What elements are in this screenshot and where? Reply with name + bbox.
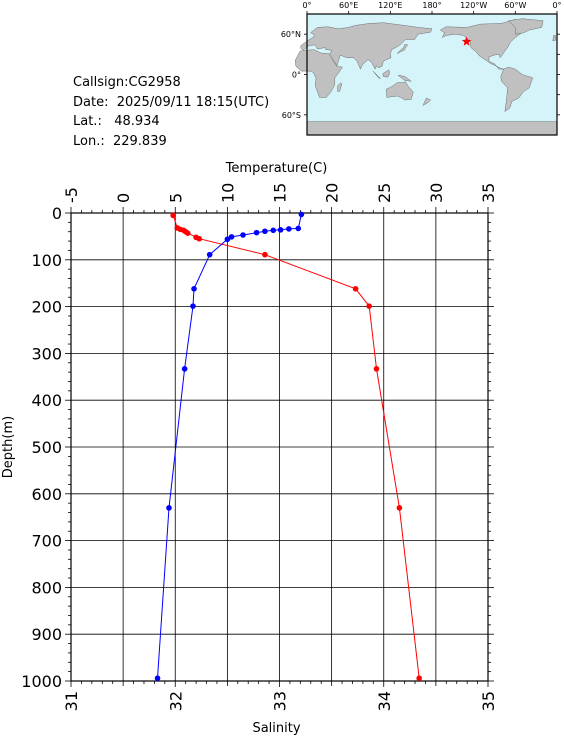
temperature-point [196, 235, 203, 242]
salinity-point [286, 226, 292, 232]
depth-tick-label: 500 [31, 438, 62, 457]
map-landmass [385, 81, 414, 101]
map-left-label: 60°N [281, 30, 301, 39]
salinity-point [262, 228, 268, 235]
map-landmass [300, 22, 433, 70]
salinity-point [253, 229, 260, 236]
salinity-point [240, 232, 246, 238]
salinity-point [224, 236, 231, 243]
salinity-point [191, 286, 197, 292]
map-top-label: 180° [422, 1, 441, 10]
map-top-label: 60°W [504, 1, 526, 10]
temperature-tick-label: 15 [271, 183, 290, 203]
temperature-point [352, 286, 359, 292]
depth-tick-label: 800 [31, 578, 62, 597]
temperature-point [170, 212, 176, 219]
map-top-label: 60°E [339, 1, 358, 10]
callsign-text: Callsign:CG2958 [73, 75, 181, 90]
depth-tick-label: 100 [31, 251, 62, 270]
salinity-point [190, 303, 196, 309]
map-top-label: 0° [552, 1, 561, 10]
depth-axis-label: Depth(m) [1, 416, 16, 478]
temperature-point [262, 251, 268, 258]
temperature-tick-label: 35 [479, 183, 498, 203]
salinity-tick-label: 34 [375, 691, 394, 711]
salinity-point [228, 234, 235, 240]
salinity-profile-line [157, 214, 302, 679]
depth-tick-label: 1000 [21, 672, 62, 691]
salinity-point [181, 366, 188, 372]
latitude-text: Lat.: 48.934 [73, 114, 160, 129]
depth-tick-label: 600 [31, 485, 62, 504]
map-landmass [397, 75, 412, 82]
temperature-point [416, 675, 422, 681]
salinity-tick-label: 35 [479, 691, 498, 711]
salinity-tick-label: 31 [62, 691, 81, 711]
temperature-tick-label: 25 [375, 183, 394, 203]
map-landmass [422, 97, 431, 106]
temperature-tick-label: 30 [427, 183, 446, 203]
map-top-label: 120°E [378, 1, 402, 10]
temperature-tick-label: -5 [62, 187, 81, 203]
map-landmass [552, 35, 556, 42]
salinity-tick-label: 32 [166, 691, 185, 711]
map-landmass [507, 18, 544, 35]
map-left-label: 60°S [282, 111, 301, 120]
depth-tick-label: 700 [31, 532, 62, 551]
map-top-label: 0° [302, 1, 311, 10]
salinity-point [277, 227, 284, 233]
temperature-point [373, 366, 380, 372]
salinity-point [166, 505, 172, 511]
depth-tick-label: 0 [52, 204, 62, 223]
map-landmass [372, 70, 381, 79]
plot-frame [70, 212, 489, 682]
temperature-axis-label: Temperature(C) [225, 161, 328, 176]
salinity-axis-label: Salinity [252, 721, 300, 736]
temperature-tick-label: 5 [166, 193, 185, 203]
map-landmass [397, 44, 409, 54]
map-landmass [337, 82, 342, 92]
depth-tick-label: 200 [31, 298, 62, 317]
station-info: Callsign:CG2958 Date: 2025/09/11 18:15(U… [73, 73, 269, 151]
depth-tick-label: 900 [31, 625, 62, 644]
location-star-marker [461, 36, 472, 46]
temperature-tick-label: 20 [323, 183, 342, 203]
salinity-point [154, 675, 161, 681]
temperature-tick-label: 0 [114, 193, 133, 203]
map-top-label: 120°W [460, 1, 487, 10]
temperature-point [184, 230, 191, 236]
map-landmass [382, 69, 390, 78]
map-frame: 0° 60°E 120°E 180° 120°W 60°W 0° 60°N 0° 60°S [281, 1, 562, 136]
depth-tick-label: 400 [31, 391, 62, 410]
depth-tick-label: 300 [31, 344, 62, 363]
temperature-point [396, 505, 403, 511]
salinity-tick-label: 33 [271, 691, 290, 711]
salinity-point [298, 211, 305, 218]
salinity-point [295, 225, 302, 232]
temperature-tick-label: 10 [218, 183, 237, 203]
longitude-text: Lon.: 229.839 [73, 133, 167, 149]
map-landmass [500, 66, 533, 112]
salinity-point [270, 227, 277, 234]
map-left-label: 0° [292, 71, 301, 80]
temperature-point [366, 303, 372, 309]
salinity-point [206, 251, 213, 258]
date-text: Date: 2025/09/11 18:15(UTC) [73, 94, 270, 110]
